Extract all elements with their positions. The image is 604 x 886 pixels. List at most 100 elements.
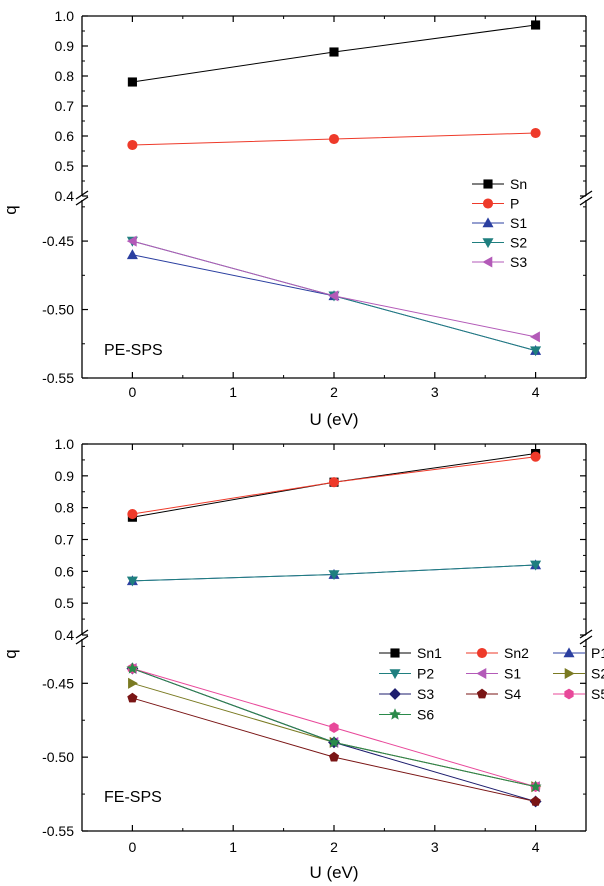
legend-label: P2: [417, 666, 434, 682]
y-axis-label: q: [1, 649, 20, 658]
data-point: [329, 722, 339, 733]
data-point: [530, 127, 541, 139]
legend-label: S2: [591, 666, 604, 682]
axis-break-mark: [75, 629, 89, 639]
y-tick-label: 0.5: [55, 158, 75, 174]
x-tick-label: 1: [229, 384, 237, 400]
legend-label: P: [510, 196, 519, 212]
legend-marker: [390, 648, 400, 658]
x-tick-label: 3: [431, 839, 439, 855]
axis-break-mark: [579, 629, 593, 639]
series-S3: [126, 235, 540, 343]
data-point: [126, 249, 138, 260]
legend-item: P1: [553, 645, 604, 661]
data-point: [530, 451, 541, 462]
legend-marker: [482, 217, 494, 228]
legend-item: P2: [379, 666, 434, 682]
series-line: [132, 668, 536, 802]
x-tick-label: 0: [129, 384, 137, 400]
legend-item: S2: [472, 235, 527, 251]
legend-item: P: [472, 196, 519, 212]
legend: Sn1 Sn2 P1 P2 S1 S2 S3 S4 S5 S6: [379, 645, 604, 723]
data-point: [127, 139, 138, 151]
legend-marker: [563, 647, 575, 658]
series-Sn2: [127, 451, 541, 520]
legend-label: S1: [504, 666, 521, 682]
legend-marker: [476, 667, 487, 680]
data-point: [328, 133, 340, 145]
y-tick-label: 1.0: [55, 436, 75, 452]
x-tick-label: 3: [431, 384, 439, 400]
data-point: [328, 477, 340, 488]
data-point: [127, 692, 138, 703]
data-point: [328, 570, 340, 581]
legend: Sn P S1 S2 S3: [472, 176, 527, 270]
legend-label: P1: [591, 645, 604, 661]
panel-label: PE-SPS: [104, 342, 163, 359]
series-line: [132, 682, 536, 788]
y-tick-label: -0.45: [42, 675, 74, 691]
y-tick-label: 0.5: [55, 595, 75, 611]
data-point: [530, 560, 542, 571]
series-line: [132, 697, 536, 802]
axis-break-mark: [579, 190, 593, 200]
x-tick-label: 4: [532, 384, 540, 400]
legend-item: S6: [379, 707, 434, 723]
y-tick-label: 0.7: [55, 532, 75, 548]
data-point: [126, 662, 139, 674]
y-axis-label: q: [1, 205, 20, 214]
series-P2: [126, 560, 542, 587]
data-point: [127, 77, 137, 87]
y-tick-label: 0.6: [55, 128, 75, 144]
chart-panel-1: 0 1 2 3 4 0.4 0.5 0.6 0.7 0.8 0.9 1.0 -0.45 -0.50 -0.5…: [1, 8, 593, 429]
data-point: [329, 47, 339, 57]
series-line: [132, 254, 536, 352]
legend-label: S2: [510, 235, 527, 251]
series-S4: [127, 692, 541, 806]
x-axis-label: U (eV): [309, 863, 358, 882]
legend-label: S3: [510, 254, 527, 270]
y-tick-label: 0.7: [55, 98, 75, 114]
legend-label: S4: [504, 686, 521, 702]
y-tick-label: -0.55: [42, 370, 74, 386]
legend-marker: [476, 647, 488, 659]
x-tick-label: 0: [129, 839, 137, 855]
data-point: [529, 780, 542, 792]
legend-item: S4: [466, 686, 521, 702]
axis-break-mark: [579, 635, 593, 645]
x-tick-label: 2: [330, 384, 338, 400]
data-point: [126, 576, 138, 587]
series-line: [132, 240, 536, 338]
series-S6: [126, 662, 542, 792]
legend-item: S3: [379, 686, 434, 702]
data-point: [328, 736, 340, 748]
data-point: [126, 235, 137, 247]
legend-marker: [482, 256, 493, 268]
axis-break-mark: [579, 196, 593, 206]
legend-label: S3: [417, 686, 434, 702]
x-axis-label: U (eV): [309, 410, 358, 429]
y-tick-label: -0.50: [42, 749, 74, 765]
legend-marker: [483, 179, 493, 189]
chart-panel-2: 0 1 2 3 4 0.4 0.5 0.6 0.7 0.8 0.9 1.0 -0.45 -0.50 -0.5…: [1, 436, 604, 882]
y-tick-label: 0.4: [55, 627, 75, 643]
legend-item: Sn2: [466, 645, 529, 661]
legend-marker: [389, 708, 401, 720]
data-point: [530, 796, 541, 806]
axis-break-mark: [75, 196, 89, 206]
legend-marker: [564, 667, 575, 680]
data-point: [127, 508, 138, 520]
legend-label: S1: [510, 215, 527, 231]
series-Sn: [127, 20, 541, 87]
x-tick-label: 4: [532, 839, 540, 855]
legend-marker: [389, 688, 401, 700]
y-tick-label: 0.9: [55, 468, 75, 484]
x-tick-label: 1: [229, 839, 237, 855]
legend-item: S1: [472, 215, 527, 231]
y-tick-label: 0.8: [55, 68, 75, 84]
data-point: [328, 751, 340, 762]
legend-label: Sn1: [417, 645, 442, 661]
axis-break-mark: [75, 190, 89, 200]
legend-marker: [482, 238, 494, 249]
data-point: [128, 677, 139, 689]
